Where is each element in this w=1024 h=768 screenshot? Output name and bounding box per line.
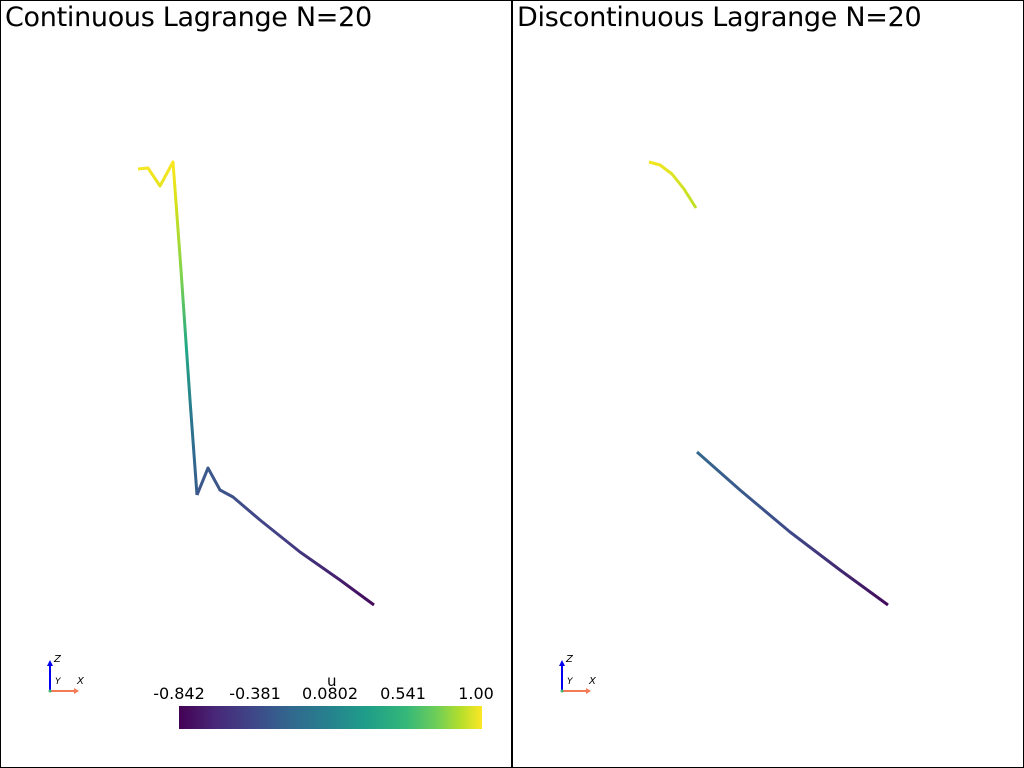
continuous-viewport[interactable]: Continuous Lagrange N=20 [0, 0, 512, 768]
x-axis-label: X [589, 676, 596, 687]
colorbar-tick: 0.541 [380, 684, 426, 703]
colorbar-tick: -0.842 [153, 684, 205, 703]
colorbar-tick: 1.00 [458, 684, 494, 703]
colorbar [179, 706, 482, 729]
colorbar-tick: -0.381 [229, 684, 281, 703]
orientation-axes-right [559, 660, 591, 694]
y-axis-label: Y [567, 677, 573, 687]
discontinuous-viewport[interactable]: Discontinuous Lagrange N=20 [511, 0, 1024, 768]
continuous-curve-lower [195, 466, 375, 607]
z-axis-label: Z [54, 654, 61, 665]
discontinuous-curve-lower [696, 450, 889, 607]
colorbar-title: u [327, 672, 337, 690]
x-axis-label: X [77, 676, 84, 687]
continuous-curve-upper [137, 160, 199, 496]
orientation-axes-left [47, 660, 79, 694]
colorbar-tick: 0.0802 [302, 684, 358, 703]
y-axis-label: Y [55, 677, 61, 687]
panel-title: Discontinuous Lagrange N=20 [517, 2, 922, 33]
z-axis-label: Z [566, 654, 573, 665]
panel-title: Continuous Lagrange N=20 [5, 2, 372, 33]
discontinuous-curve-upper [648, 160, 698, 209]
